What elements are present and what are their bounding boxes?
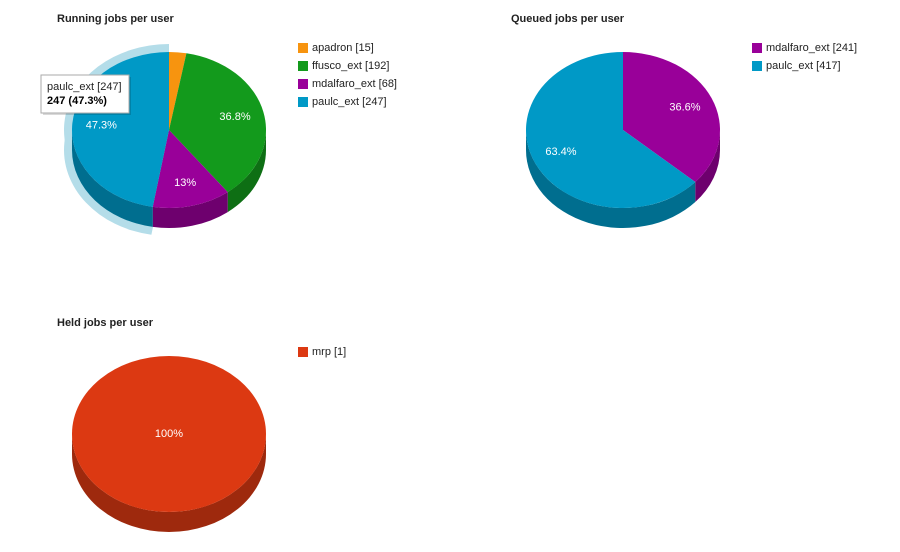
chart-title: Held jobs per user [57,317,154,329]
slice-side [72,434,266,532]
slice-label: 47.3% [86,119,117,131]
slice-side [227,130,266,213]
legend-label: mdalfaro_ext [68] [312,78,397,90]
slice-side [152,192,228,228]
slice-side [72,130,153,227]
slice-side [526,130,696,228]
slice [526,52,696,209]
legend-swatch [298,347,308,357]
legend-swatch [298,97,308,107]
legend-label: mrp [1] [312,346,346,358]
tooltip-box [40,74,130,114]
legend-swatch [752,43,762,53]
pie-chart: Held jobs per user 100% mrp [1] [57,317,346,532]
legend-label: ffusco_ext [192] [312,60,389,72]
legend-label: paulc_ext [417] [766,60,841,72]
slice-label: 13% [174,177,196,189]
pie-chart: Running jobs per user 36.8% 13% 47.3% apadro… [40,13,397,235]
slice-label: 63.4% [545,146,576,158]
slice [152,130,228,208]
slice-label: 100% [155,428,183,440]
legend-label: mdalfaro_ext [241] [766,42,857,54]
tooltip-value: 247 (47.3%) [47,95,107,107]
legend-swatch [298,79,308,89]
slice [169,52,187,130]
slice [623,52,720,183]
chart-title: Queued jobs per user [511,13,625,25]
legend-label: paulc_ext [247] [312,96,387,108]
slice-label: 36.8% [219,111,250,123]
tooltip-title: paulc_ext [247] [47,81,122,93]
legend-label: apadron [15] [312,42,374,54]
pie-chart: Queued jobs per user 36.6% 63.4% mdalfaro_e… [511,13,857,228]
slice-side [695,130,720,203]
slice [72,356,266,512]
slice [169,53,266,193]
legend-swatch [298,43,308,53]
slice-label: 36.6% [669,102,700,114]
chart-title: Running jobs per user [57,13,174,25]
legend-swatch [752,61,762,71]
legend-swatch [298,61,308,71]
